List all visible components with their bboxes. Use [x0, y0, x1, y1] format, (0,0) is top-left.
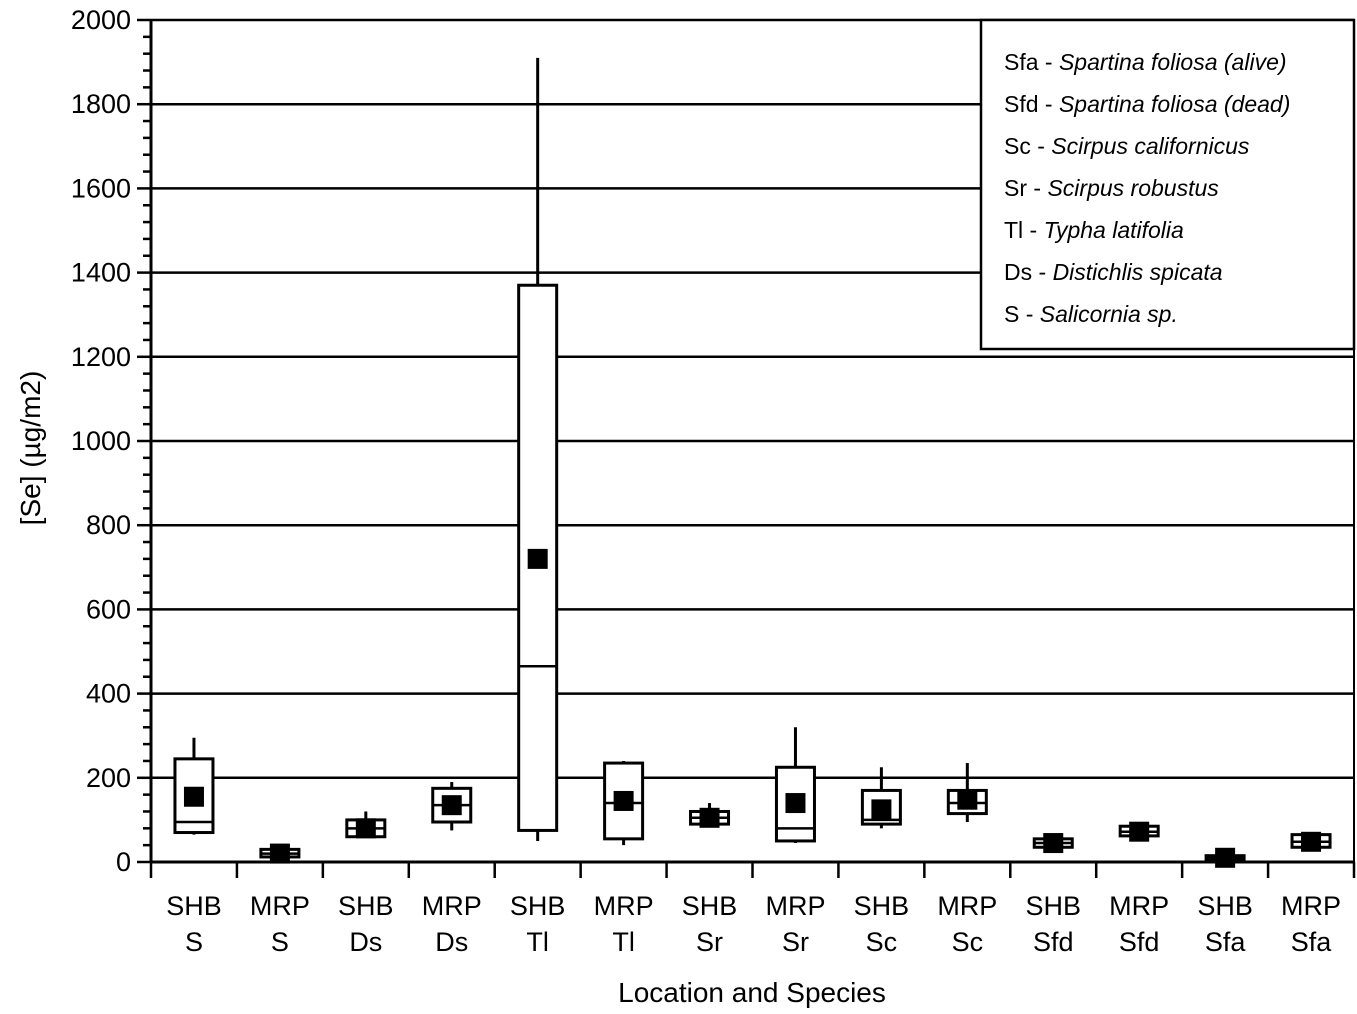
- box-group: [173, 737, 215, 835]
- legend-entry: Ds - Distichlis spicata: [1004, 259, 1223, 285]
- box-group: [774, 727, 816, 844]
- x-axis-title: Location and Species: [618, 977, 886, 1008]
- x-category-label-species: Ds: [349, 927, 382, 957]
- y-tick-label: 1000: [71, 426, 131, 456]
- x-category-label-species: Sfd: [1119, 927, 1160, 957]
- x-category-label-location: SHB: [338, 891, 394, 921]
- x-category-label-species: Ds: [435, 927, 468, 957]
- y-axis-title: [Se] (µg/m2): [15, 371, 46, 526]
- x-category-label-location: SHB: [854, 891, 910, 921]
- box-group: [259, 843, 301, 864]
- x-category-label-location: SHB: [510, 891, 566, 921]
- mean-marker: [1129, 821, 1150, 842]
- box-group: [1032, 833, 1074, 854]
- x-category-label-location: MRP: [250, 891, 310, 921]
- y-tick-label: 0: [116, 847, 131, 877]
- x-axis: SHB S MRP S SHB Ds MRP Ds SHB Tl MRP Tl SHB Sr MRP Sr SH…: [149, 860, 1356, 957]
- x-category-label-location: MRP: [937, 891, 997, 921]
- y-tick-label: 2000: [71, 5, 131, 35]
- mean-marker: [699, 807, 720, 828]
- y-tick-label: 1800: [71, 89, 131, 119]
- legend-entry: Sr - Scirpus robustus: [1004, 175, 1219, 201]
- mean-marker: [957, 789, 978, 810]
- legend-entry: S - Salicornia sp.: [1004, 301, 1178, 327]
- x-category-label-location: MRP: [1109, 891, 1169, 921]
- box-series: [173, 57, 1332, 868]
- x-category-label-species: Sc: [866, 927, 898, 957]
- legend-box: [979, 18, 1356, 351]
- x-category-label-location: SHB: [682, 891, 738, 921]
- y-tick-label: 800: [86, 510, 131, 540]
- x-category-label-species: Sfd: [1033, 927, 1074, 957]
- box-group: [603, 760, 645, 846]
- mean-marker: [527, 548, 548, 569]
- box-group: [860, 767, 902, 829]
- mean-marker: [183, 786, 204, 807]
- y-tick-label: 600: [86, 594, 131, 624]
- x-category-label-species: Sr: [782, 927, 809, 957]
- x-category-label-species: S: [185, 927, 203, 957]
- box-group: [517, 57, 559, 841]
- mean-marker: [613, 790, 634, 811]
- y-tick-label: 400: [86, 679, 131, 709]
- y-tick-label: 200: [86, 763, 131, 793]
- legend-entry: Tl - Typha latifolia: [1004, 217, 1184, 243]
- x-category-label-location: SHB: [166, 891, 222, 921]
- mean-marker: [441, 795, 462, 816]
- box-group: [1118, 821, 1160, 842]
- x-category-label-species: Sc: [952, 927, 984, 957]
- box-group: [946, 763, 988, 823]
- x-category-label-location: SHB: [1025, 891, 1081, 921]
- mean-marker: [1043, 833, 1064, 854]
- x-category-label-location: MRP: [422, 891, 482, 921]
- x-category-label-location: MRP: [765, 891, 825, 921]
- box-group: [345, 811, 387, 839]
- mean-marker: [871, 799, 892, 820]
- legend-entry: Sc - Scirpus californicus: [1004, 133, 1250, 159]
- x-category-label-species: Sr: [696, 927, 723, 957]
- x-category-label-species: Tl: [526, 927, 549, 957]
- mean-marker: [355, 818, 376, 839]
- x-category-label-location: SHB: [1197, 891, 1253, 921]
- x-category-label-species: Sfa: [1291, 927, 1333, 957]
- box-group: [1290, 831, 1332, 852]
- legend-entry: Sfa - Spartina foliosa (alive): [1004, 49, 1287, 75]
- y-tick-label: 1600: [71, 173, 131, 203]
- mean-marker: [1301, 831, 1322, 852]
- y-tick-label: 1200: [71, 342, 131, 372]
- x-category-label-location: MRP: [1281, 891, 1341, 921]
- mean-marker: [269, 843, 290, 864]
- box-group: [689, 803, 731, 828]
- y-tick-label: 1400: [71, 258, 131, 288]
- legend: Sfa - Spartina foliosa (alive) Sfd - Spar…: [979, 18, 1356, 351]
- box-group: [431, 782, 473, 831]
- x-category-label-location: MRP: [594, 891, 654, 921]
- x-category-label-species: Sfa: [1205, 927, 1247, 957]
- x-category-label-species: Tl: [612, 927, 635, 957]
- box-group: [1204, 847, 1246, 868]
- mean-marker: [785, 793, 806, 814]
- mean-marker: [1215, 847, 1236, 868]
- x-category-label-species: S: [271, 927, 289, 957]
- legend-entry: Sfd - Spartina foliosa (dead): [1004, 91, 1290, 117]
